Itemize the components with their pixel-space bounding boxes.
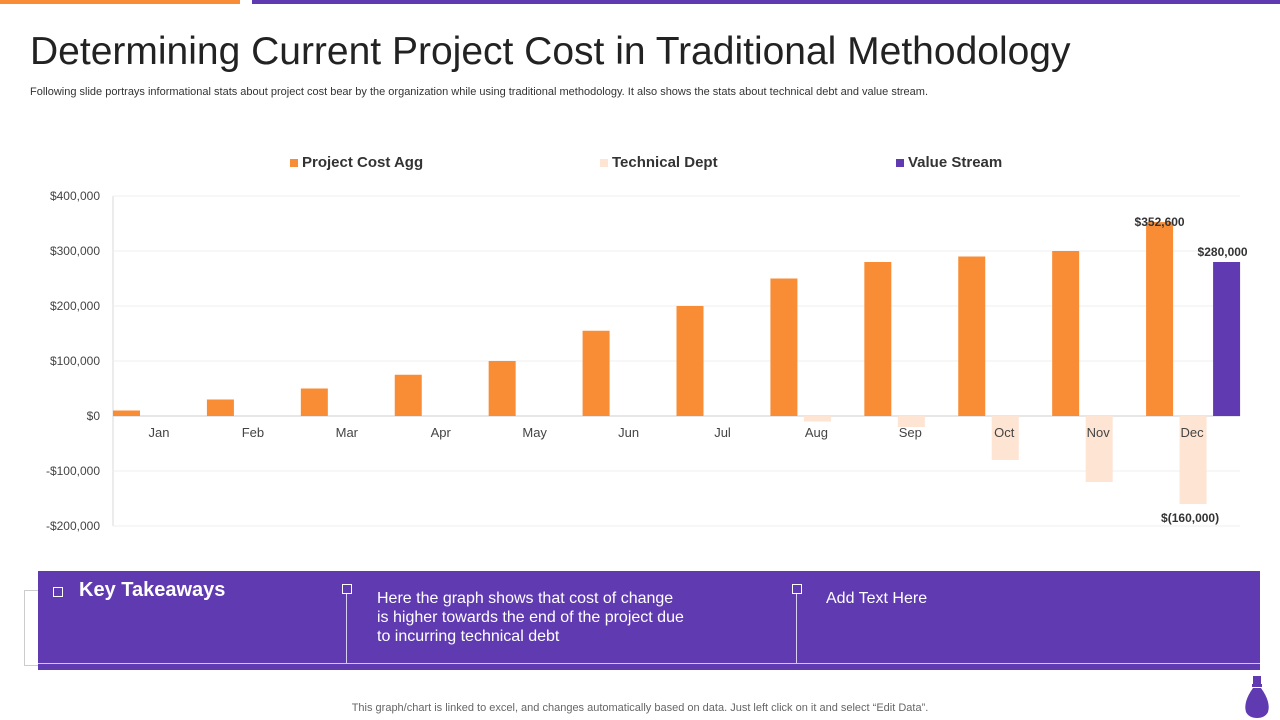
takeaway-point-1: Here the graph shows that cost of change… [377,590,684,645]
x-tick-label: Feb [242,425,264,440]
y-tick-label: $200,000 [50,299,100,313]
top-accent-orange [0,0,240,4]
bar-value-stream-dec[interactable] [1213,262,1241,416]
bar-technical-dept-aug[interactable] [803,416,831,422]
data-label: $(160,000) [1161,511,1219,525]
x-tick-label: Jul [714,425,731,440]
x-tick-label: Mar [336,425,359,440]
bar-technical-dept-oct[interactable] [991,416,1019,460]
data-label: $352,600 [1135,215,1185,229]
panel-base [38,663,1260,670]
bar-project-cost-agg-sep[interactable] [864,262,892,416]
legend-label: Project Cost Agg [302,154,424,171]
x-tick-label: Apr [431,425,452,440]
bar-project-cost-agg-may[interactable] [488,361,516,416]
key-takeaways-panel [38,571,1260,663]
data-label: $280,000 [1198,245,1248,259]
bullet-square [342,584,352,594]
legend-swatch [600,158,608,167]
legend-swatch [290,158,298,167]
x-tick-label: Jan [149,425,170,440]
bullet-square [792,584,802,594]
x-tick-label: Jun [618,425,639,440]
top-accent-purple [252,0,1280,4]
bar-project-cost-agg-apr[interactable] [394,374,422,416]
divider [346,594,347,663]
takeaway-bracket [24,590,39,666]
x-tick-label: Sep [899,425,922,440]
y-tick-label: $400,000 [50,189,100,203]
legend-swatch [896,158,904,167]
legend-label: Technical Dept [612,154,718,171]
y-tick-label: $0 [87,409,101,423]
bar-project-cost-agg-aug[interactable] [770,278,798,417]
bar-project-cost-agg-jul[interactable] [676,306,704,416]
footer-note: This graph/chart is linked to excel, and… [351,702,929,714]
legend-label: Value Stream [908,154,1003,171]
x-tick-label: May [522,425,547,440]
x-tick-label: Aug [805,425,828,440]
legend-project-cost: Project Cost Agg [290,154,423,171]
bar-technical-dept-nov[interactable] [1085,416,1113,482]
legend-technical-dept: Technical Dept [600,154,718,171]
y-tick-label: $100,000 [50,354,100,368]
bar-project-cost-agg-jun[interactable] [582,330,610,416]
page-subtitle: Following slide portrays informational s… [30,86,929,98]
legend-value-stream: Value Stream [896,154,1002,171]
y-tick-label: -$200,000 [46,519,100,533]
y-tick-label: $300,000 [50,244,100,258]
bar-project-cost-agg-mar[interactable] [300,388,328,417]
x-tick-label: Oct [994,425,1015,440]
bar-chart[interactable]: $400,000 $300,000 $200,000 $100,000 $0 -$100,… [0,0,1280,560]
bar-project-cost-agg-jan[interactable] [113,410,140,417]
bullet-square [53,587,63,597]
takeaway-point-2: Add Text Here [826,590,928,607]
bar-project-cost-agg-dec[interactable] [1146,222,1174,416]
y-tick-label: -$100,000 [46,464,100,478]
money-bag-icon [1245,676,1269,718]
page-title: Determining Current Project Cost in Trad… [30,30,1071,73]
divider [796,594,797,663]
bar-technical-dept-dec[interactable] [1179,416,1207,504]
bar-project-cost-agg-nov[interactable] [1052,251,1080,416]
bar-technical-dept-sep[interactable] [897,416,925,427]
x-tick-label: Dec [1181,425,1205,440]
x-tick-label: Nov [1087,425,1111,440]
key-takeaways-heading: Key Takeaways [79,579,226,601]
bar-project-cost-agg-feb[interactable] [206,399,234,417]
bar-project-cost-agg-oct[interactable] [958,256,986,417]
